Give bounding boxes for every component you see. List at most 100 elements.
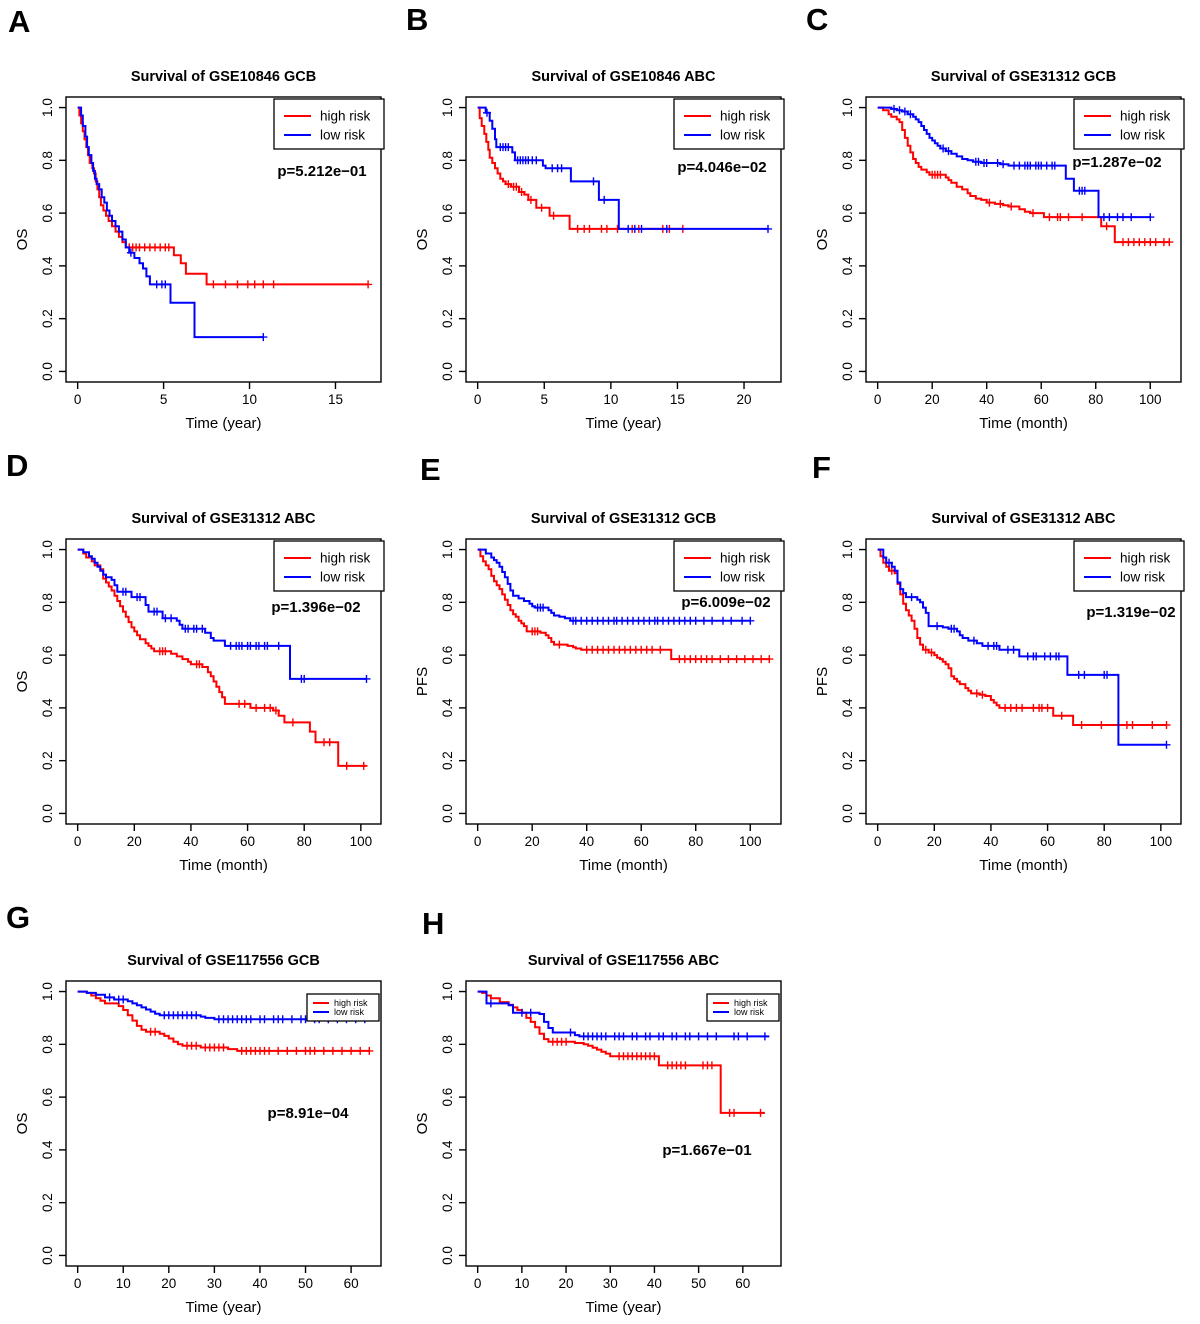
censor-mark <box>1054 652 1063 661</box>
censor-mark <box>738 616 747 625</box>
censor-mark <box>972 689 981 698</box>
y-axis-label: OS <box>814 229 831 251</box>
p-value-label: p=1.319e−02 <box>1086 604 1175 621</box>
censor-mark <box>764 224 772 233</box>
censor-mark <box>699 616 708 625</box>
censor-mark <box>974 157 983 166</box>
legend-label-high-risk: high risk <box>720 109 771 124</box>
y-tick-label: 0.0 <box>440 362 455 381</box>
legend-label-high-risk: high risk <box>1120 109 1171 124</box>
censor-mark <box>944 147 953 156</box>
censor-mark <box>566 1028 575 1037</box>
censor-mark <box>121 587 130 596</box>
x-tick-label: 10 <box>242 392 257 407</box>
panel-G: G Survival of GSE117556 GCB 0.0 0.2 0.4 0.6 0.… <box>0 884 400 1324</box>
legend-label-high-risk: high risk <box>734 998 768 1008</box>
p-value-label: p=1.667e−01 <box>662 1142 751 1159</box>
x-tick-label: 10 <box>603 392 618 407</box>
panel-letter: A <box>8 4 30 39</box>
censor-mark <box>895 106 904 115</box>
panel-B: B Survival of GSE10846 ABC 0.0 0.2 0.4 0.6 0.8… <box>400 0 800 440</box>
censor-mark <box>637 224 646 233</box>
y-tick-label: 0.8 <box>440 151 455 170</box>
censor-mark <box>992 641 1001 650</box>
censor-mark <box>746 616 755 625</box>
x-tick-label: 20 <box>161 1276 176 1291</box>
censor-mark <box>743 1032 752 1041</box>
x-tick-label: 60 <box>1034 392 1049 407</box>
p-value-label: p=8.91e−04 <box>268 1105 350 1122</box>
y-axis-label: OS <box>414 229 431 251</box>
y-tick-label: 0.6 <box>40 204 55 223</box>
censor-mark <box>632 1032 641 1041</box>
x-tick-label: 20 <box>559 1276 574 1291</box>
censor-mark <box>555 640 564 649</box>
y-tick-label: 0.4 <box>440 256 455 275</box>
censor-mark <box>694 1032 703 1041</box>
x-tick-label: 60 <box>735 1276 750 1291</box>
censor-mark <box>557 164 566 173</box>
legend: high risk low risk <box>1073 540 1185 592</box>
panel-C: C Survival of GSE31312 GCB 0.0 0.2 0.4 0.6 0.8… <box>800 0 1200 440</box>
legend: high risk low risk <box>1073 98 1185 150</box>
x-tick-label: 0 <box>874 392 882 407</box>
censor-mark <box>712 1032 721 1041</box>
x-tick-label: 0 <box>874 834 882 849</box>
censor-mark <box>562 1037 571 1046</box>
panel-D: D Survival of GSE31312 ABC 0.0 0.2 0.4 0.6 0.8… <box>0 442 400 882</box>
censor-mark <box>691 616 700 625</box>
censor-mark <box>1029 209 1037 218</box>
p-value-label: p=1.396e−02 <box>271 599 360 616</box>
legend-label-low-risk: low risk <box>734 1007 765 1017</box>
censor-mark <box>265 1046 274 1055</box>
p-value-label: p=6.009e−02 <box>681 594 770 611</box>
legend-label-low-risk: low risk <box>720 128 765 143</box>
censor-mark <box>537 203 546 212</box>
survival-curve-low-risk <box>477 548 751 622</box>
censor-mark <box>656 645 665 654</box>
legend-label-low-risk: low risk <box>1120 128 1165 143</box>
panel-letter: H <box>422 906 444 941</box>
x-axis-label: Time (month) <box>179 857 268 874</box>
plot-border <box>465 980 782 1267</box>
censor-mark <box>1080 670 1089 679</box>
y-axis-label: OS <box>414 1113 431 1135</box>
y-tick-label: 0.8 <box>840 151 855 170</box>
y-tick-label: 0.0 <box>440 1246 455 1265</box>
censor-mark <box>757 655 766 664</box>
censor-mark <box>589 177 598 186</box>
survival-curve-low-risk <box>477 990 770 1038</box>
censor-mark <box>927 648 936 657</box>
censor-mark <box>319 1046 328 1055</box>
censor-mark <box>681 1061 690 1070</box>
x-tick-label: 10 <box>116 1276 131 1291</box>
censor-mark <box>532 156 541 165</box>
legend-label-low-risk: low risk <box>320 128 365 143</box>
censor-mark <box>300 674 309 683</box>
y-tick-label: 1.0 <box>40 540 55 559</box>
plot-border <box>65 538 382 825</box>
y-tick-label: 0.0 <box>440 804 455 823</box>
censor-mark <box>263 641 272 650</box>
censor-mark <box>939 144 948 153</box>
panel-title: Survival of GSE31312 ABC <box>131 511 316 527</box>
censor-mark <box>1162 721 1171 729</box>
legend-label-high-risk: high risk <box>320 551 371 566</box>
censor-mark <box>906 110 915 119</box>
x-tick-label: 0 <box>74 392 82 407</box>
y-tick-label: 1.0 <box>440 98 455 117</box>
censor-mark <box>1146 213 1155 222</box>
legend-box <box>306 993 380 1022</box>
panel-title: Survival of GSE117556 GCB <box>127 953 320 969</box>
censor-mark <box>648 645 657 654</box>
censor-mark <box>646 1032 654 1041</box>
censor-mark <box>950 624 959 633</box>
censor-mark <box>1165 238 1174 247</box>
panel-letter: B <box>406 2 428 37</box>
censor-mark <box>659 1032 668 1041</box>
censor-mark <box>999 160 1008 169</box>
y-tick-label: 0.2 <box>440 751 455 770</box>
censor-mark <box>539 603 548 612</box>
x-tick-label: 40 <box>983 834 998 849</box>
p-value-label: p=1.287e−02 <box>1072 154 1161 171</box>
